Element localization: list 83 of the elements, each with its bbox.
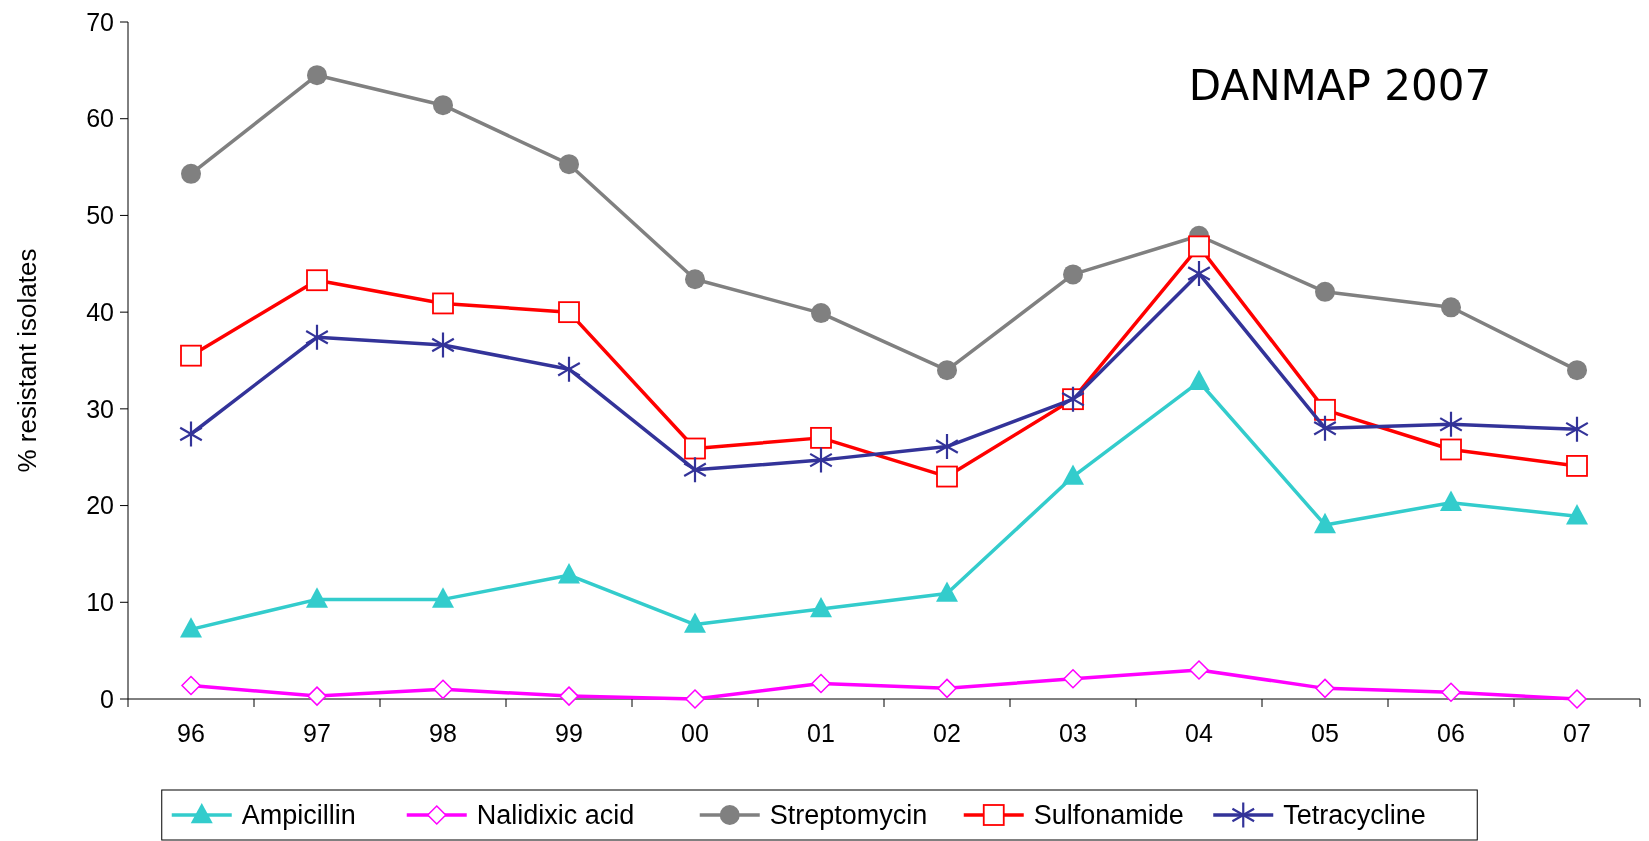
point — [1567, 689, 1587, 709]
point — [1063, 668, 1083, 689]
legend-label: Ampicillin — [241, 800, 356, 831]
x-tick-label: 01 — [807, 719, 835, 747]
point — [559, 686, 579, 706]
point — [306, 587, 328, 608]
point — [1313, 415, 1337, 441]
legend-label: Tetracycline — [1283, 800, 1426, 831]
point — [307, 686, 327, 706]
point — [936, 581, 958, 602]
point — [684, 612, 706, 633]
point — [1188, 235, 1210, 258]
point — [683, 457, 707, 483]
point — [1565, 416, 1589, 442]
point — [433, 95, 453, 116]
legend-label: Nalidixic acid — [476, 800, 635, 831]
y-tick-label: 60 — [86, 104, 114, 133]
point — [181, 163, 201, 184]
point — [557, 356, 581, 382]
x-tick-label: 07 — [1563, 719, 1591, 747]
point — [1063, 264, 1083, 285]
point — [1062, 464, 1084, 485]
point — [179, 421, 203, 447]
x-tick-label: 06 — [1437, 719, 1465, 747]
x-tick-label: 03 — [1059, 719, 1087, 747]
y-tick-label: 10 — [86, 588, 114, 617]
point — [685, 269, 705, 290]
point — [810, 426, 832, 449]
point — [305, 324, 329, 350]
point — [432, 587, 454, 608]
point — [809, 447, 833, 473]
point — [810, 596, 832, 618]
point — [558, 301, 580, 324]
legend-label: Streptomycin — [769, 800, 928, 831]
point — [684, 437, 706, 460]
point — [1441, 297, 1461, 318]
y-tick-label: 20 — [86, 491, 114, 520]
point — [1566, 504, 1588, 525]
x-tick-label: 00 — [681, 719, 709, 747]
point — [1189, 660, 1209, 680]
point — [306, 269, 328, 292]
point — [811, 673, 831, 694]
point — [936, 465, 958, 488]
y-tick-label: 70 — [86, 7, 114, 36]
point — [1188, 369, 1210, 391]
point — [558, 563, 580, 584]
point — [1314, 398, 1336, 421]
point — [432, 292, 454, 315]
point — [433, 679, 453, 700]
y-tick-label: 0 — [100, 684, 114, 713]
point — [1440, 438, 1462, 461]
y-axis-title: % resistant isolates — [12, 248, 42, 473]
point — [1439, 411, 1463, 437]
legend-label: Sulfonamide — [1033, 800, 1184, 831]
x-tick-label: 98 — [429, 719, 457, 747]
y-tick-label: 30 — [86, 394, 114, 423]
point — [181, 675, 201, 696]
point — [1440, 490, 1462, 511]
point — [937, 678, 957, 699]
point — [1315, 678, 1335, 699]
y-tick-label: 50 — [86, 201, 114, 230]
point — [811, 303, 831, 324]
x-tick-label: 04 — [1185, 719, 1213, 747]
x-tick-label: 99 — [555, 719, 583, 747]
point — [1314, 512, 1336, 534]
x-tick-label: 02 — [933, 719, 961, 747]
point — [935, 434, 959, 460]
point — [1441, 682, 1461, 702]
point — [1315, 281, 1335, 302]
annotation: DANMAP 2007 — [1188, 61, 1492, 110]
point — [307, 65, 327, 86]
point — [937, 360, 957, 381]
point — [180, 617, 202, 638]
x-tick-label: 96 — [177, 719, 205, 747]
point — [431, 332, 455, 358]
point — [180, 344, 202, 367]
point — [1187, 260, 1211, 286]
x-tick-label: 97 — [303, 719, 331, 747]
point — [559, 154, 579, 175]
point — [685, 689, 705, 709]
x-tick-label: 05 — [1311, 719, 1339, 747]
point — [1567, 360, 1587, 381]
y-tick-label: 40 — [86, 297, 114, 326]
